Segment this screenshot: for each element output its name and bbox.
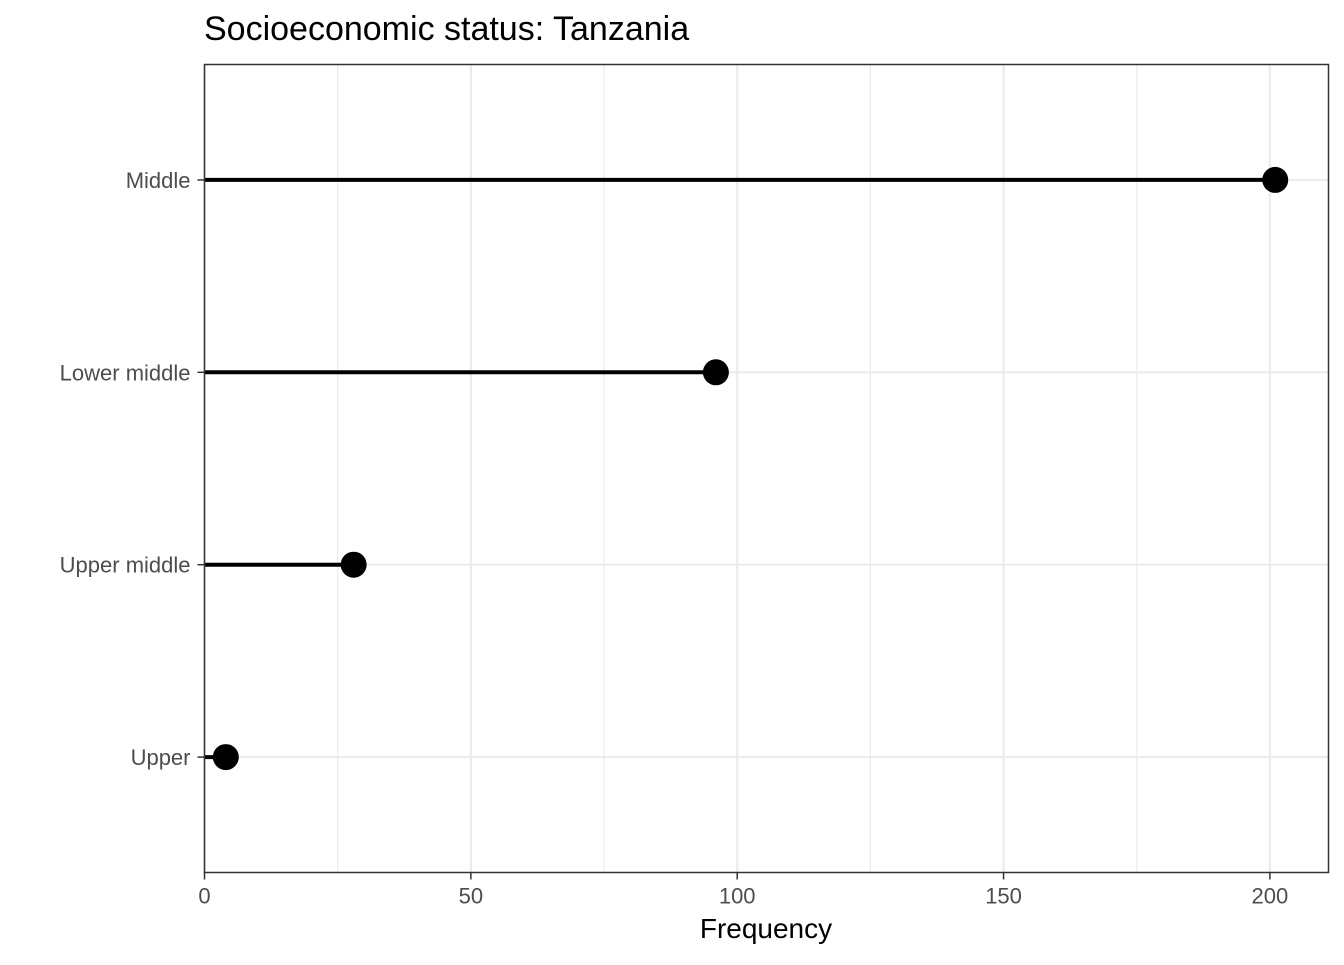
marks-layer (204, 166, 1289, 771)
lollipop-point (340, 551, 367, 578)
y-tick-label: Lower middle (60, 360, 191, 385)
lollipop-point (1262, 166, 1289, 193)
chart-title: Socioeconomic status: Tanzania (204, 10, 689, 48)
x-tick-label: 100 (719, 884, 756, 909)
y-tick-label: Upper middle (60, 553, 191, 578)
panel-border (203, 63, 1330, 874)
x-tick-label: 0 (198, 884, 210, 909)
lollipop-point (212, 744, 239, 771)
axis-layer: 0 50 100 150 200 Middle Lower middle Upper midd… (60, 168, 1289, 909)
x-tick-label: 200 (1252, 884, 1289, 909)
lollipop-point (702, 359, 729, 386)
x-tick-label: 50 (459, 884, 483, 909)
y-tick-label: Upper (131, 745, 191, 770)
x-tick-label: 150 (985, 884, 1022, 909)
x-axis-title: Frequency (700, 913, 832, 944)
y-tick-label: Middle (126, 168, 191, 193)
